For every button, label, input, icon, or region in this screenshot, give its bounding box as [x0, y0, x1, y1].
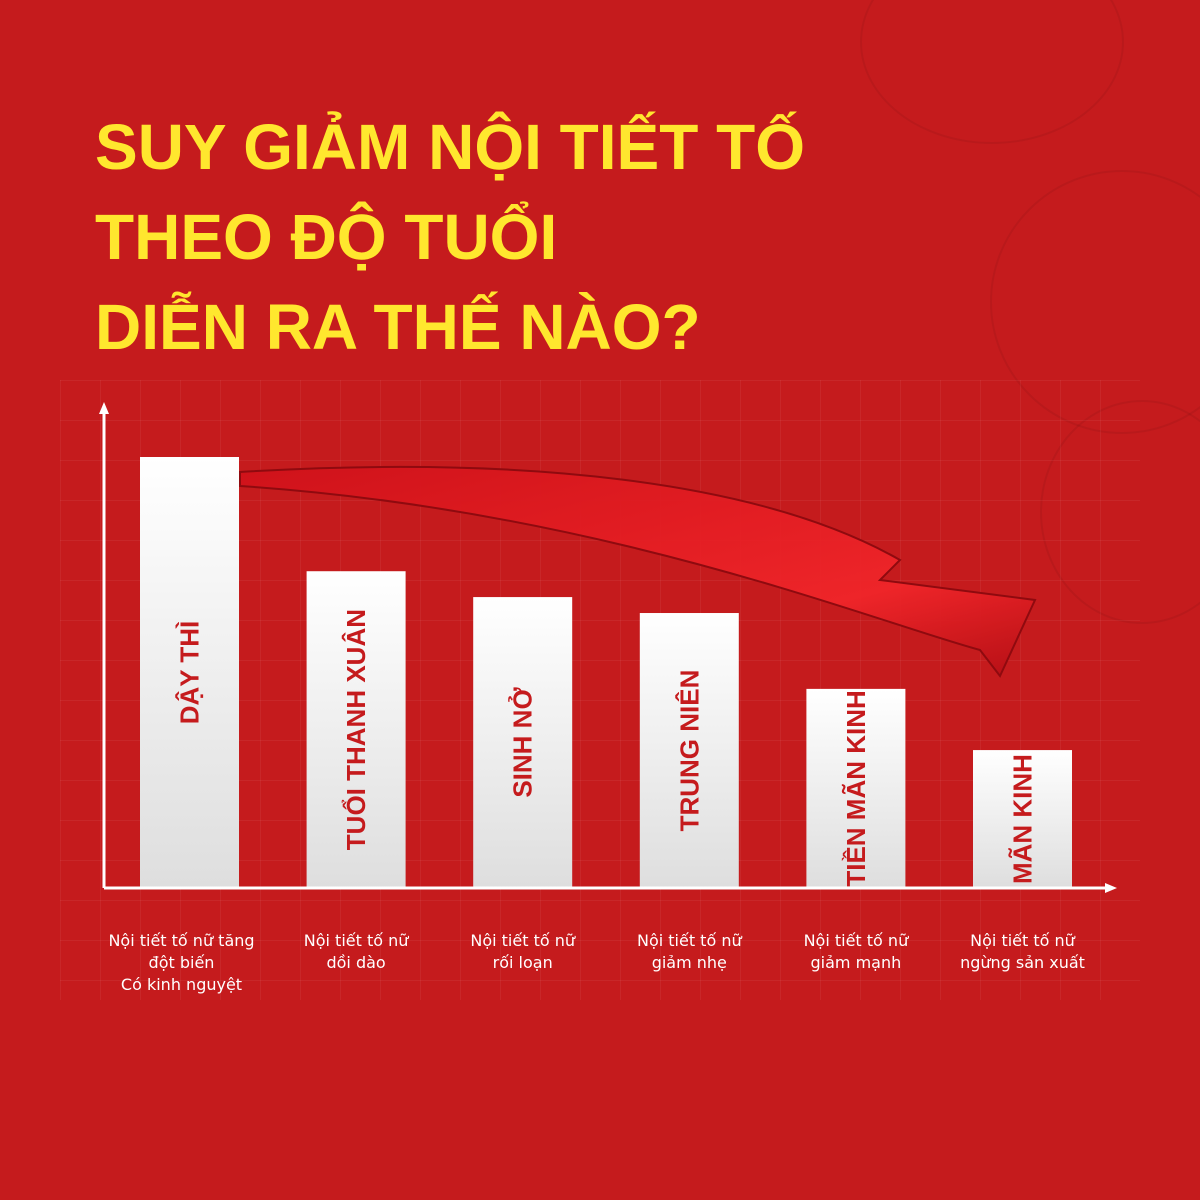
bar	[973, 750, 1072, 888]
caption-line: ngừng sản xuất	[960, 953, 1085, 972]
caption-line: Nội tiết tố nữ	[970, 931, 1075, 950]
title-line-1: SUY GIẢM NỘI TIẾT TỐ	[95, 111, 805, 183]
bar-label: TIỀN MÃN KINH	[841, 690, 871, 886]
bar-caption: Nội tiết tố nữ ngừng sản xuất	[923, 930, 1123, 974]
bar	[306, 571, 406, 888]
caption-line: dồi dào	[326, 953, 386, 972]
bar-label: TRUNG NIÊN	[674, 670, 704, 832]
caption-line: Nội tiết tố nữ	[803, 931, 909, 950]
caption-line: giảm mạnh	[810, 953, 902, 972]
title-line-3: DIỄN RA THẾ NÀO?	[95, 291, 701, 363]
caption-line: Nội tiết tố nữ	[636, 931, 742, 950]
bar-caption: Nội tiết tố nữ giảm nhẹ	[589, 930, 789, 974]
bar	[639, 613, 739, 888]
bar-caption: Nội tiết tố nữ giảm mạnh	[756, 930, 956, 974]
bar-label: TUỔI THANH XUÂN	[341, 609, 371, 850]
bar-caption: Nội tiết tố nữ tăng đột biến Có kinh nguyệ…	[82, 930, 282, 996]
bar	[473, 597, 573, 888]
trend-arrow	[239, 465, 1037, 678]
x-axis-arrowhead	[1105, 883, 1117, 893]
caption-line: Nội tiết tố nữ tăng	[108, 931, 255, 950]
caption-line: Nội tiết tố nữ	[470, 931, 575, 950]
caption-line: Nội tiết tố nữ	[303, 931, 409, 950]
title-line-2: THEO ĐỘ TUỔI	[95, 201, 558, 273]
bar-label: MÃN KINH	[1008, 754, 1038, 884]
bar-caption: Nội tiết tố nữ dồi dào	[256, 930, 456, 974]
bar-caption: Nội tiết tố nữ rối loạn	[423, 930, 623, 974]
caption-line: đột biến	[148, 953, 215, 972]
caption-line: giảm nhẹ	[651, 953, 727, 972]
caption-line: rối loạn	[492, 953, 553, 972]
page-title: SUY GIẢM NỘI TIẾT TỐ THEO ĐỘ TUỔI DIỄN R…	[95, 102, 805, 372]
caption-line: Có kinh nguyệt	[120, 975, 243, 994]
bar	[806, 688, 906, 888]
bar-label: SINH NỞ	[507, 687, 538, 798]
bar-label: DẬY THÌ	[175, 621, 205, 725]
bar	[140, 457, 239, 888]
y-axis-arrowhead	[99, 402, 109, 414]
